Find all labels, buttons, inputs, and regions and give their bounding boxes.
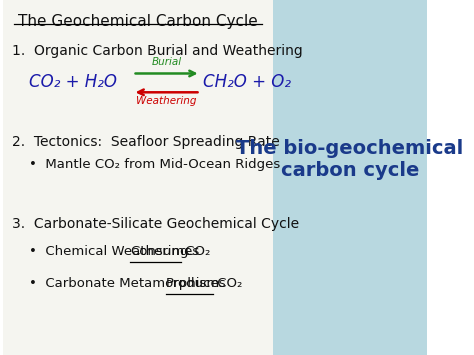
Text: •  Mantle CO₂ from Mid-Ocean Ridges: • Mantle CO₂ from Mid-Ocean Ridges: [29, 158, 280, 171]
Text: CO₂: CO₂: [181, 245, 210, 258]
Text: •  Chemical Weathering: • Chemical Weathering: [29, 245, 192, 258]
Text: 2.  Tectonics:  Seafloor Spreading Rate: 2. Tectonics: Seafloor Spreading Rate: [12, 135, 280, 149]
Text: Weathering: Weathering: [137, 96, 197, 106]
FancyBboxPatch shape: [273, 0, 428, 355]
Text: 3.  Carbonate-Silicate Geochemical Cycle: 3. Carbonate-Silicate Geochemical Cycle: [12, 217, 299, 230]
FancyBboxPatch shape: [3, 0, 273, 355]
Text: Burial: Burial: [152, 58, 182, 67]
Text: 1.  Organic Carbon Burial and Weathering: 1. Organic Carbon Burial and Weathering: [12, 44, 302, 58]
Text: CH₂O + O₂: CH₂O + O₂: [202, 73, 291, 91]
Text: The Geochemical Carbon Cycle: The Geochemical Carbon Cycle: [18, 14, 258, 29]
Text: CO₂ + H₂O: CO₂ + H₂O: [29, 73, 117, 91]
Text: •  Carbonate Metamorphism: • Carbonate Metamorphism: [29, 277, 223, 290]
Text: CO₂: CO₂: [213, 277, 243, 290]
Text: Consumes: Consumes: [130, 245, 200, 258]
Text: Produces: Produces: [166, 277, 227, 290]
Text: The bio-geochemical
carbon cycle: The bio-geochemical carbon cycle: [237, 139, 464, 180]
